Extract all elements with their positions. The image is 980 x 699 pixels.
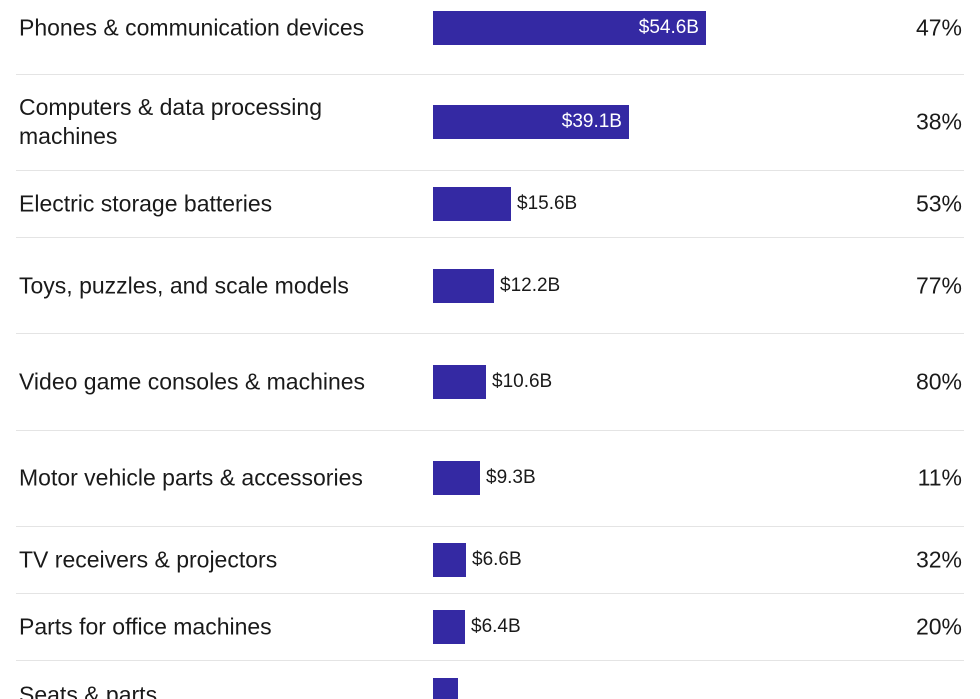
share-motor-vehicle-parts-and-accessories: 11% bbox=[917, 464, 962, 491]
bar-tv-receivers-and-projectors bbox=[433, 543, 466, 577]
share-video-game-consoles-and-machines: 80% bbox=[915, 368, 962, 395]
row-divider bbox=[16, 237, 964, 238]
row-divider bbox=[16, 430, 964, 431]
share-computers-and-data-processing-machines: 38% bbox=[915, 108, 962, 135]
bar-electric-storage-batteries bbox=[433, 187, 511, 221]
row-divider bbox=[16, 333, 964, 334]
value-label-toys-puzzles-and-scale-models: $12.2B bbox=[500, 275, 561, 296]
category-label-parts-for-office-machines: Parts for office machines bbox=[19, 613, 272, 640]
category-label-tv-receivers-and-projectors: TV receivers & projectors bbox=[19, 546, 278, 573]
share-toys-puzzles-and-scale-models: 77% bbox=[915, 272, 962, 299]
value-label-motor-vehicle-parts-and-accessories: $9.3B bbox=[486, 467, 536, 488]
category-label-phones-and-communication-devices: Phones & communication devices bbox=[19, 14, 365, 41]
value-label-electric-storage-batteries: $15.6B bbox=[517, 193, 578, 214]
bar-parts-for-office-machines bbox=[433, 610, 465, 644]
share-electric-storage-batteries: 53% bbox=[915, 190, 962, 217]
share-parts-for-office-machines: 20% bbox=[915, 613, 962, 640]
row-divider bbox=[16, 74, 964, 75]
row-divider bbox=[16, 660, 964, 661]
row-divider bbox=[16, 170, 964, 171]
value-label-video-game-consoles-and-machines: $10.6B bbox=[492, 371, 553, 392]
share-phones-and-communication-devices: 47% bbox=[915, 14, 962, 41]
category-label-video-game-consoles-and-machines: Video game consoles & machines bbox=[19, 368, 366, 395]
share-tv-receivers-and-projectors: 32% bbox=[915, 546, 962, 573]
category-label-seats-and-parts: Seats & parts bbox=[19, 681, 158, 699]
bar-video-game-consoles-and-machines bbox=[433, 365, 486, 399]
value-label-parts-for-office-machines: $6.4B bbox=[471, 616, 521, 637]
bar-phones-and-communication-devices bbox=[433, 11, 706, 45]
value-label-tv-receivers-and-projectors: $6.6B bbox=[472, 549, 522, 570]
bar-seats-and-parts bbox=[433, 678, 458, 699]
value-label-computers-and-data-processing-machines: $39.1B bbox=[561, 111, 622, 132]
category-label-computers-and-data-processing-machines: Computers & data processing machines bbox=[19, 94, 322, 149]
category-label-toys-puzzles-and-scale-models: Toys, puzzles, and scale models bbox=[19, 272, 349, 299]
category-label-motor-vehicle-parts-and-accessories: Motor vehicle parts & accessories bbox=[19, 464, 363, 491]
bar-motor-vehicle-parts-and-accessories bbox=[433, 461, 480, 495]
bar-toys-puzzles-and-scale-models bbox=[433, 269, 494, 303]
category-label-electric-storage-batteries: Electric storage batteries bbox=[19, 190, 273, 217]
row-divider bbox=[16, 526, 964, 527]
value-label-phones-and-communication-devices: $54.6B bbox=[638, 17, 699, 38]
bar-computers-and-data-processing-machines bbox=[433, 105, 629, 139]
row-divider bbox=[16, 593, 964, 594]
